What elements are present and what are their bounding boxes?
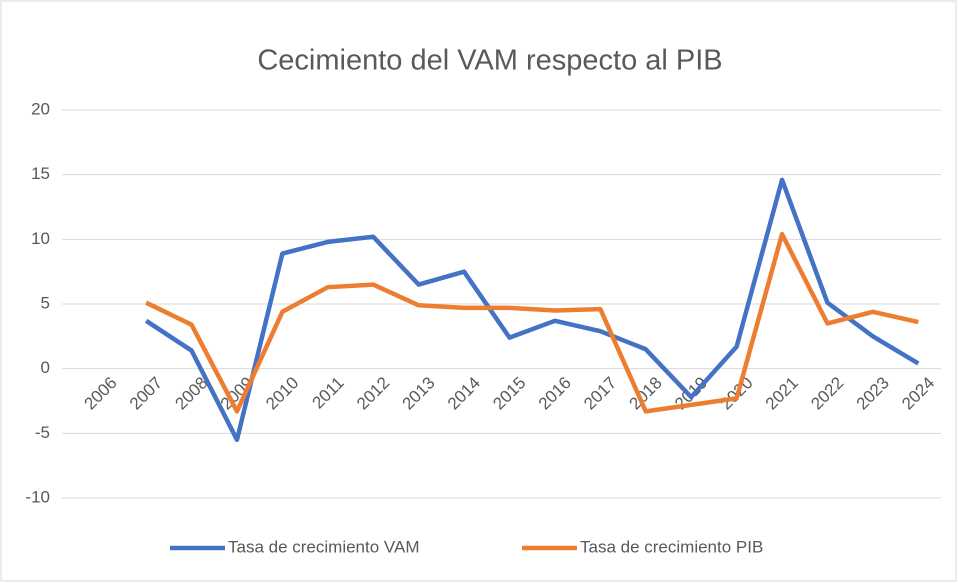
y-tick-label: -10 [25, 487, 50, 506]
y-tick-label: -5 [35, 423, 50, 442]
y-tick-label: 20 [31, 99, 50, 118]
series-line [144, 177, 920, 443]
chart-title: Cecimiento del VAM respecto al PIB [257, 45, 722, 77]
y-tick-label: 5 [41, 293, 50, 312]
y-tick-label: 0 [41, 358, 50, 377]
y-tick-label: 15 [31, 164, 50, 183]
y-tick-label: 10 [31, 229, 50, 248]
legend-label: Tasa de crecimiento PIB [580, 537, 763, 556]
series-line [145, 231, 919, 414]
legend-label: Tasa de crecimiento VAM [228, 537, 419, 556]
